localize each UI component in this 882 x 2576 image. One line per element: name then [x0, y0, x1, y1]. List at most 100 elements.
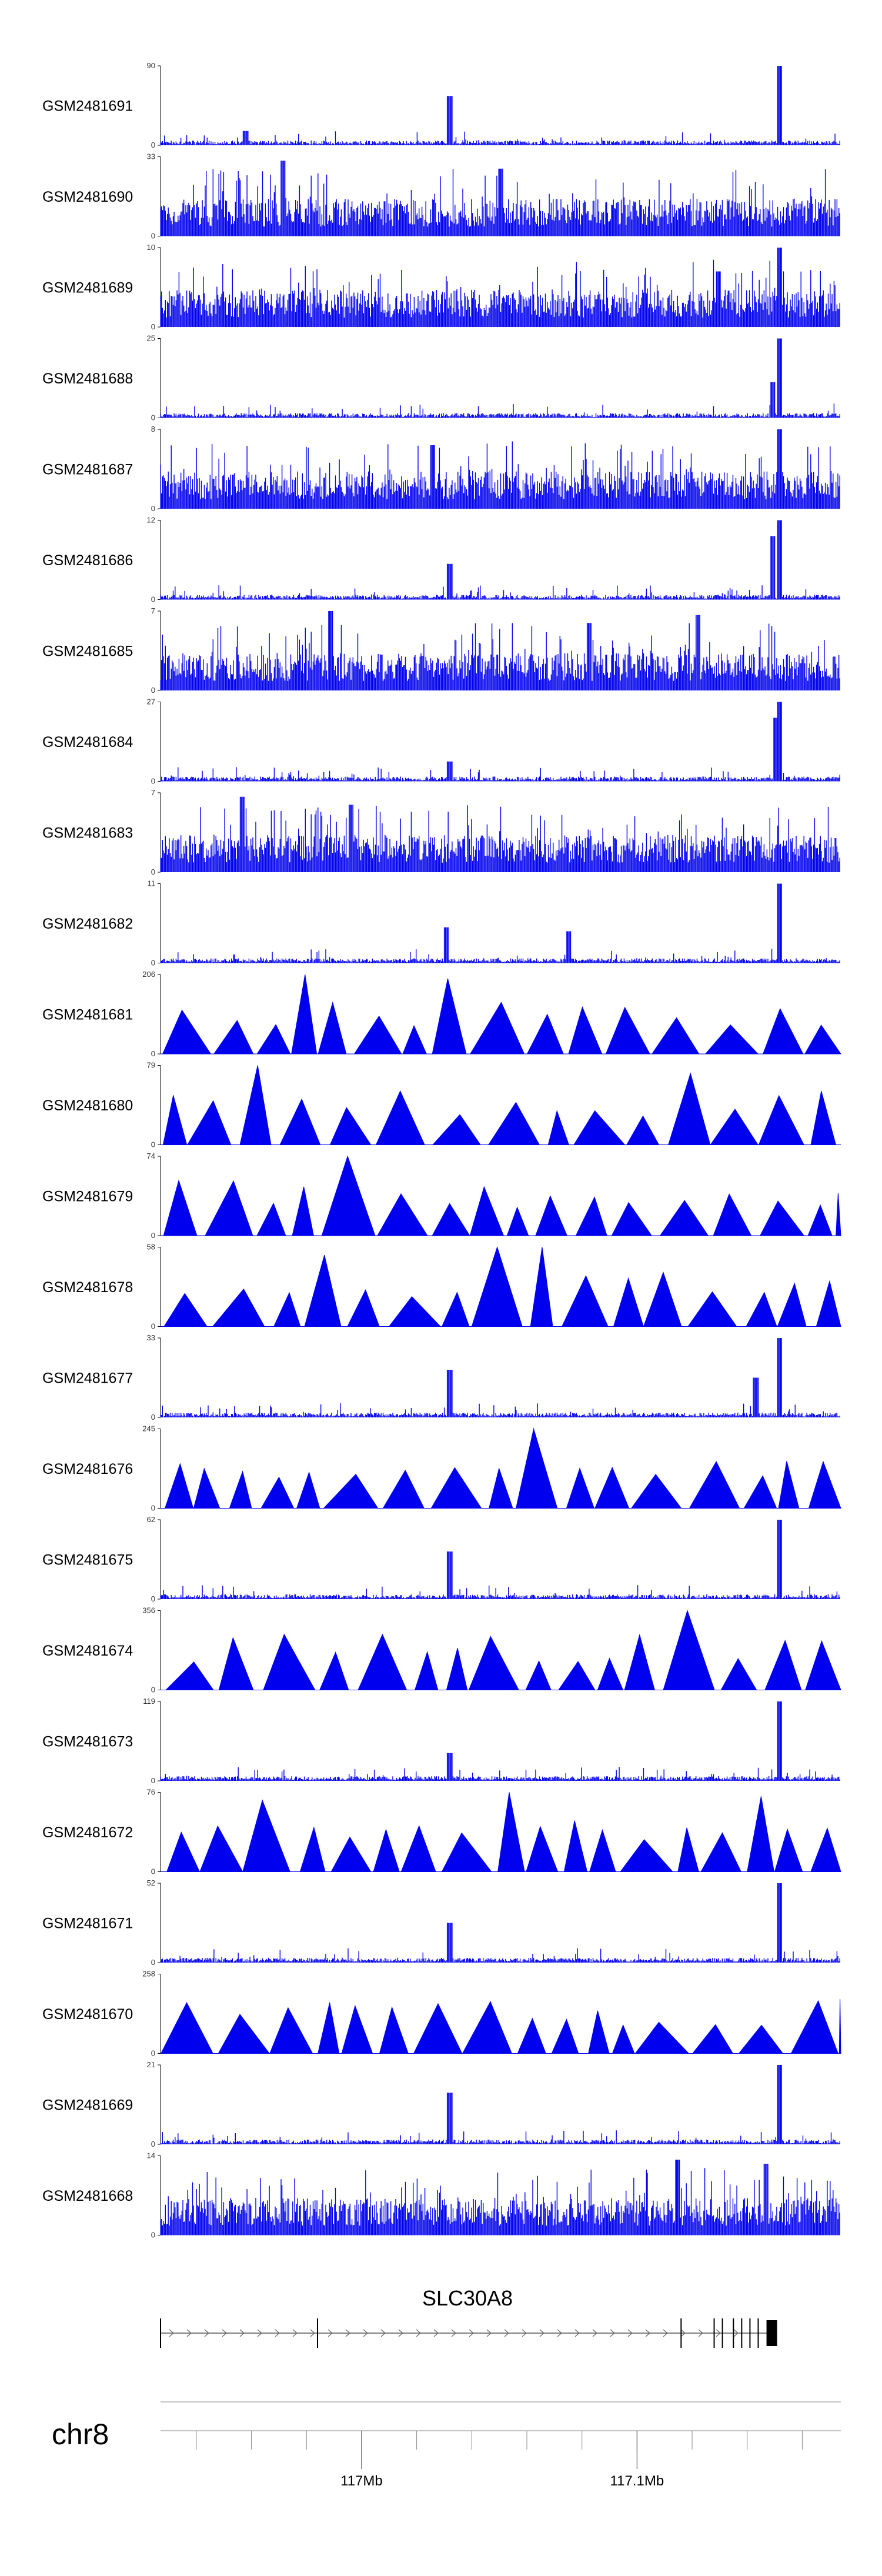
y-max-label: 10 — [147, 243, 155, 252]
signal-area — [161, 974, 841, 1055]
y-zero-label: 0 — [151, 141, 155, 149]
y-zero-label: 0 — [151, 595, 155, 604]
track-label: GSM2481669 — [42, 2097, 133, 2114]
y-zero-label: 0 — [151, 1686, 155, 1694]
strand-arrow — [610, 2329, 615, 2337]
track-GSM2481690: GSM2481690 33 0 — [42, 152, 840, 241]
strand-arrow — [486, 2329, 492, 2337]
track-label: GSM2481677 — [42, 1370, 133, 1387]
strand-arrow — [469, 2329, 474, 2337]
y-zero-label: 0 — [151, 1049, 155, 1058]
gene-track: SLC30A8 — [160, 2286, 777, 2348]
strand-arrow — [257, 2329, 262, 2337]
y-max-label: 76 — [147, 1788, 155, 1797]
coordinate-ruler: 117Mb 117.1Mb — [161, 2401, 841, 2489]
signal-bars — [160, 248, 840, 327]
signal-bars — [160, 520, 840, 600]
y-max-label: 245 — [142, 1424, 155, 1433]
signal-bars — [160, 1701, 840, 1781]
signal-bars — [160, 338, 840, 418]
y-zero-label: 0 — [151, 1322, 155, 1331]
strand-arrow — [433, 2329, 439, 2337]
signal-area — [161, 1792, 841, 1872]
y-max-label: 74 — [147, 1152, 155, 1160]
track-label: GSM2481668 — [42, 2188, 133, 2204]
strand-arrow — [275, 2329, 280, 2337]
track-label: GSM2481683 — [42, 825, 133, 842]
y-max-label: 8 — [151, 425, 155, 433]
track-GSM2481689: GSM2481689 10 0 — [42, 243, 840, 331]
y-max-label: 7 — [151, 788, 155, 797]
signal-bars — [160, 796, 840, 872]
track-GSM2481679: GSM2481679 74 0 — [42, 1152, 841, 1240]
y-max-label: 27 — [147, 698, 155, 706]
strand-arrow — [698, 2329, 703, 2337]
track-label: GSM2481670 — [42, 2006, 133, 2023]
strand-arrow — [328, 2329, 333, 2337]
strand-arrow — [345, 2329, 350, 2337]
track-label: GSM2481684 — [42, 734, 133, 750]
track-GSM2481684: GSM2481684 27 0 — [42, 698, 840, 786]
signal-area — [161, 1427, 841, 1509]
signal-bars — [160, 611, 840, 690]
y-zero-label: 0 — [151, 232, 155, 241]
strand-arrow — [574, 2329, 580, 2337]
y-zero-label: 0 — [151, 2140, 155, 2148]
track-label: GSM2481682 — [42, 916, 133, 932]
track-label: GSM2481672 — [42, 1824, 133, 1841]
y-max-label: 21 — [147, 2060, 155, 2069]
strand-arrow — [310, 2329, 315, 2337]
track-label: GSM2481676 — [42, 1461, 133, 1477]
signal-bars — [160, 66, 840, 145]
track-label: GSM2481675 — [42, 1552, 133, 1569]
strand-arrow — [627, 2329, 633, 2337]
strand-arrow — [292, 2329, 298, 2337]
track-GSM2481685: GSM2481685 7 0 — [42, 606, 840, 695]
y-max-label: 12 — [147, 516, 155, 525]
track-GSM2481671: GSM2481671 52 0 — [42, 1878, 840, 1967]
track-GSM2481683: GSM2481683 7 0 — [42, 788, 840, 876]
strand-arrow — [398, 2329, 403, 2337]
signal-bars — [160, 1883, 840, 1963]
y-max-label: 62 — [147, 1515, 155, 1524]
strand-arrow — [733, 2329, 739, 2337]
y-max-label: 11 — [148, 879, 156, 888]
y-zero-label: 0 — [151, 1594, 155, 1603]
strand-arrow — [645, 2329, 650, 2337]
track-GSM2481681: GSM2481681 206 0 — [42, 970, 841, 1058]
strand-arrow — [239, 2329, 245, 2337]
y-max-label: 119 — [143, 1697, 155, 1706]
y-max-label: 52 — [147, 1878, 155, 1887]
track-GSM2481669: GSM2481669 21 0 — [42, 2060, 840, 2148]
y-max-label: 33 — [147, 152, 155, 161]
signal-area — [161, 1155, 841, 1236]
chromosome-ruler: chr8 117Mb 117.1Mb — [52, 2401, 841, 2489]
y-zero-label: 0 — [151, 1958, 155, 1967]
signal-bars — [160, 429, 840, 509]
y-max-label: 206 — [142, 970, 155, 979]
coordinate-label: 117Mb — [340, 2473, 383, 2489]
y-zero-label: 0 — [151, 1140, 155, 1149]
y-zero-label: 0 — [151, 2049, 155, 2058]
strand-arrow — [522, 2329, 527, 2337]
y-max-label: 58 — [147, 1243, 155, 1252]
track-GSM2481672: GSM2481672 76 0 — [42, 1788, 841, 1876]
y-zero-label: 0 — [151, 1867, 155, 1876]
y-zero-label: 0 — [151, 2231, 155, 2240]
strand-arrow — [716, 2329, 721, 2337]
signal-bars — [160, 2065, 840, 2144]
y-zero-label: 0 — [151, 867, 155, 876]
signal-bars — [160, 161, 840, 236]
track-GSM2481674: GSM2481674 356 0 — [42, 1606, 841, 1694]
track-label: GSM2481680 — [42, 1097, 133, 1114]
track-GSM2481677: GSM2481677 33 0 — [42, 1333, 840, 1422]
y-max-label: 33 — [147, 1333, 155, 1342]
track-GSM2481673: GSM2481673 119 0 — [42, 1697, 840, 1785]
track-label: GSM2481678 — [42, 1279, 133, 1296]
track-label: GSM2481689 — [42, 280, 133, 296]
strand-arrow — [451, 2329, 456, 2337]
track-GSM2481676: GSM2481676 245 0 — [42, 1424, 841, 1513]
strand-arrow — [380, 2329, 386, 2337]
signal-area — [161, 1246, 841, 1327]
